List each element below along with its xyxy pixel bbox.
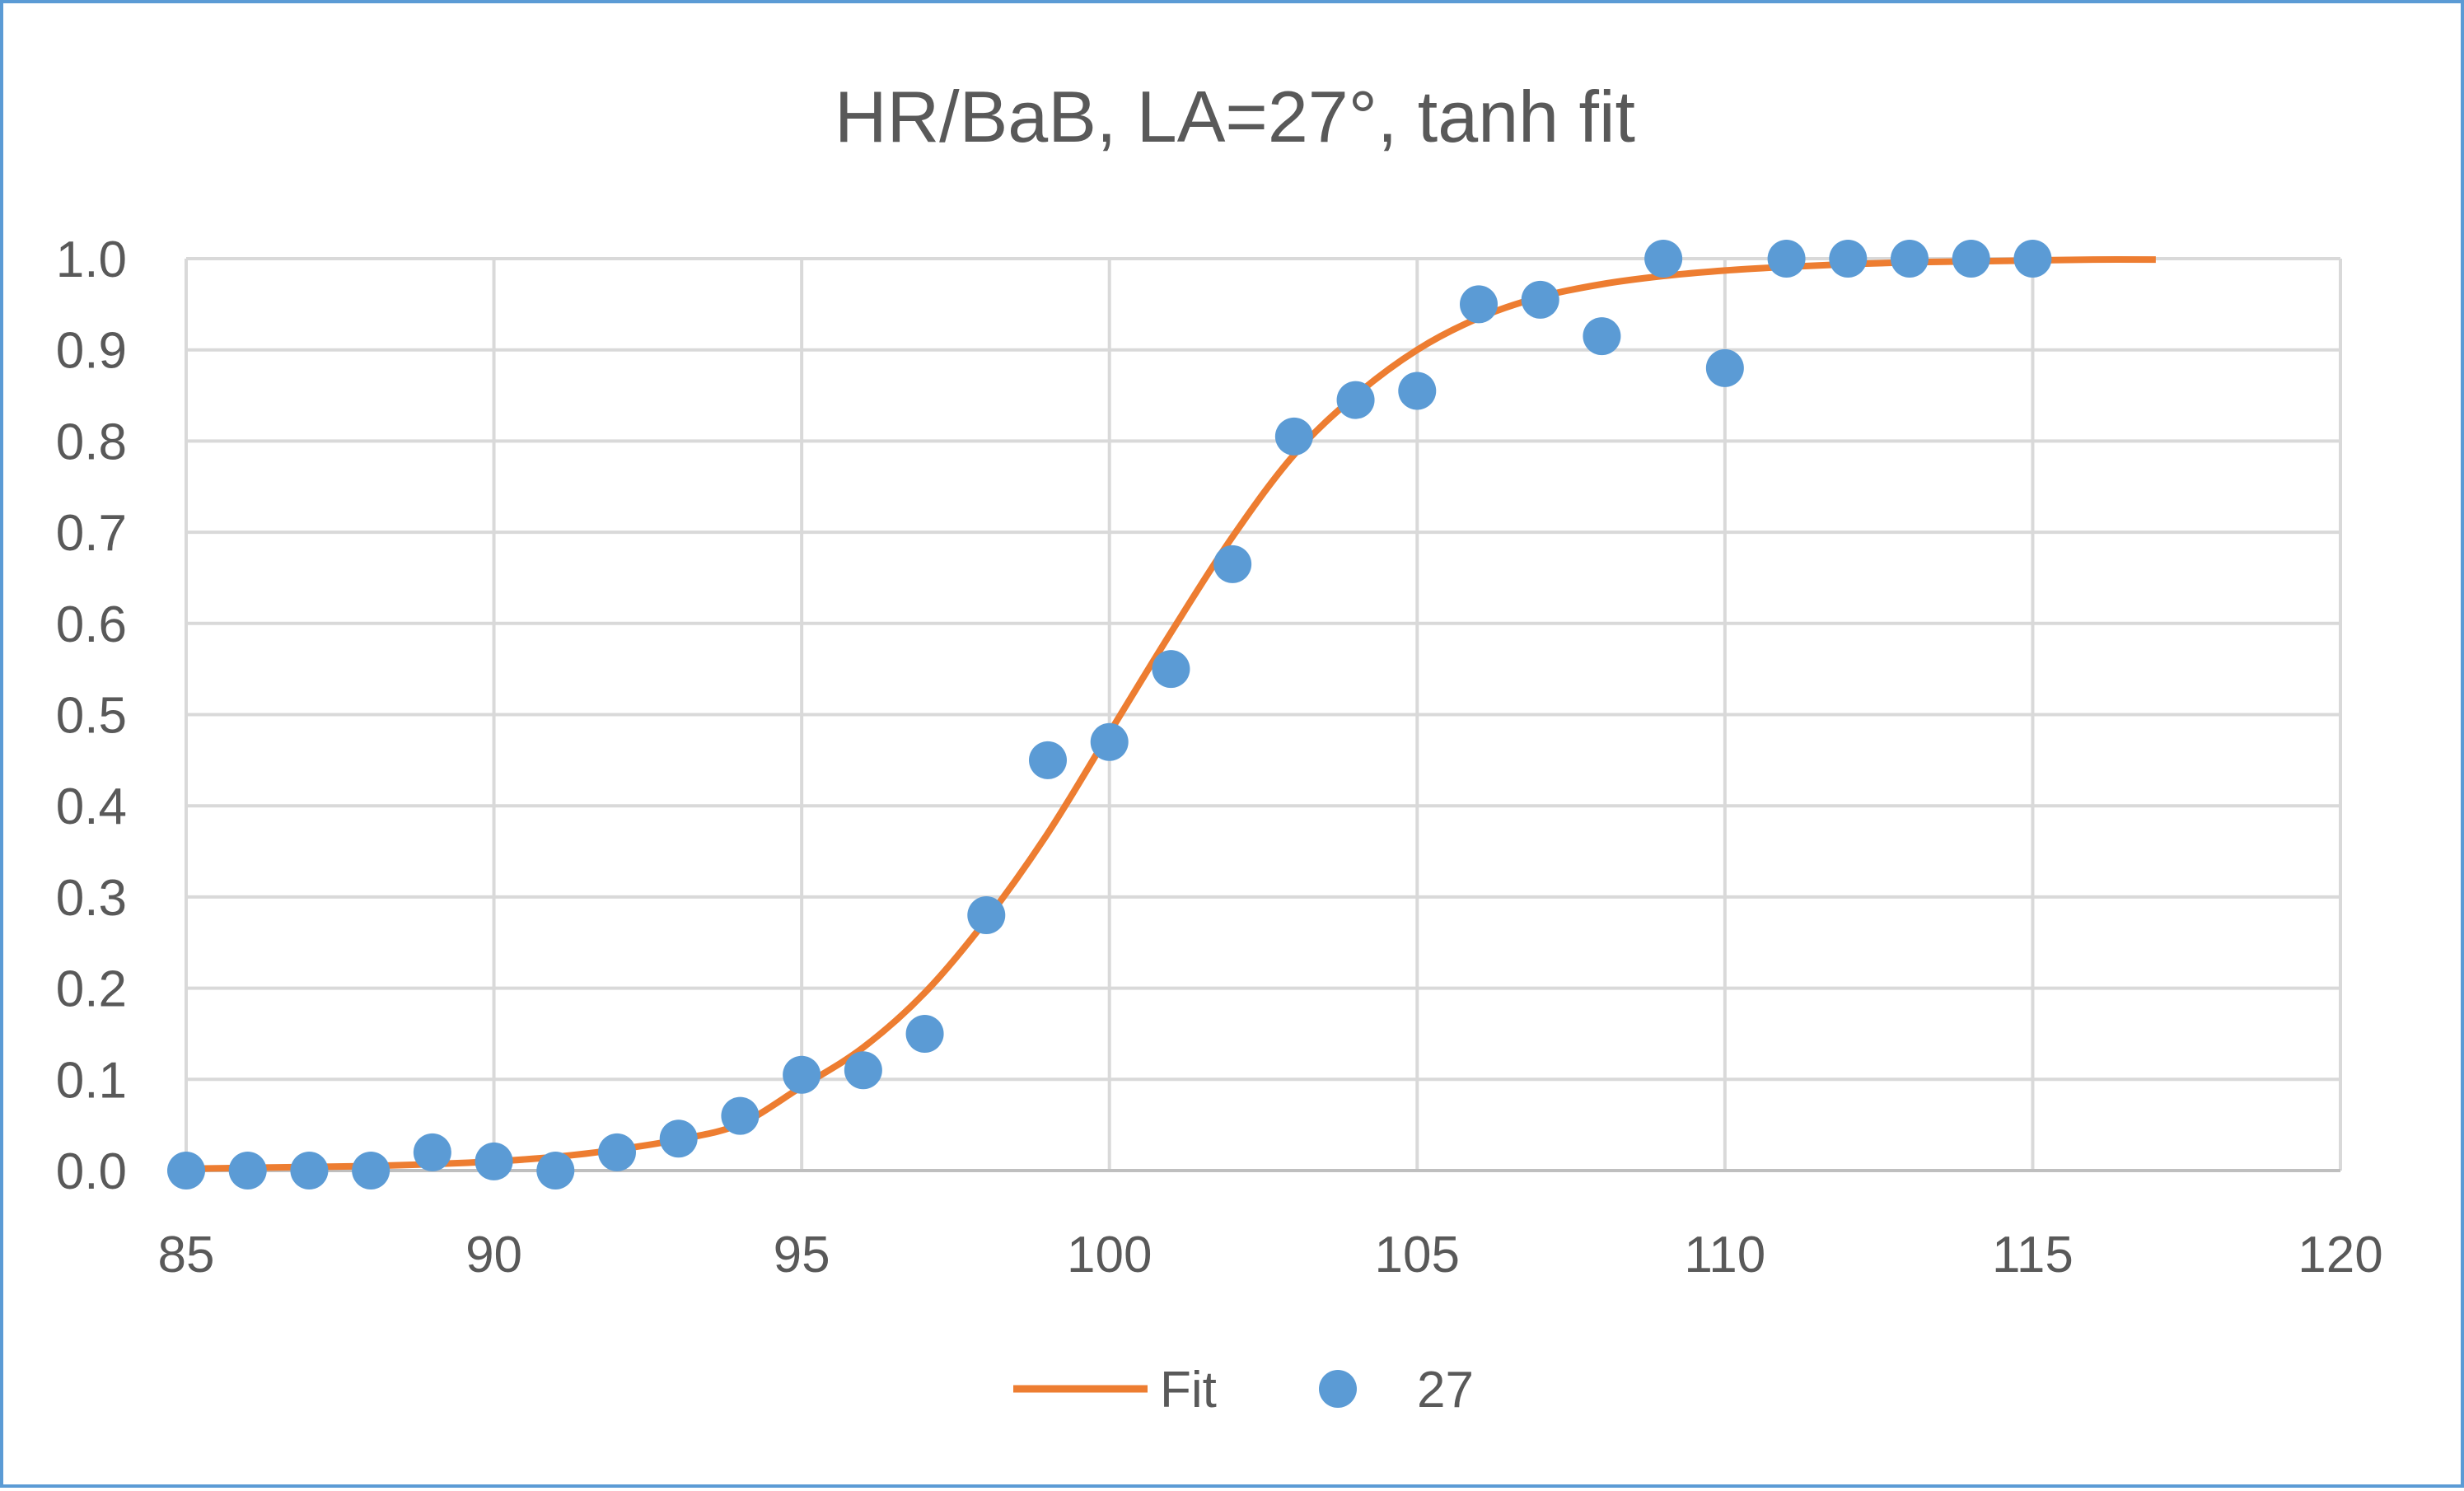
data-point — [1829, 240, 1868, 278]
x-tick-label: 115 — [1992, 1227, 2074, 1283]
data-point — [1336, 381, 1375, 419]
legend: Fit 27 — [1013, 1362, 1474, 1419]
x-tick-label: 85 — [158, 1227, 215, 1283]
y-tick-label: 0.9 — [56, 323, 127, 380]
data-point — [1767, 240, 1806, 278]
x-tick-label: 120 — [2298, 1227, 2382, 1283]
y-tick-label: 0.6 — [56, 596, 127, 653]
data-point — [352, 1152, 390, 1190]
data-point — [1029, 741, 1067, 779]
data-point — [413, 1133, 451, 1171]
data-point — [967, 896, 1006, 935]
y-tick-label: 0.1 — [56, 1052, 127, 1109]
data-point — [721, 1096, 760, 1135]
x-tick-label: 100 — [1067, 1227, 1152, 1283]
chart-title: HR/BaB, LA=27°, tanh fit — [835, 76, 1635, 157]
data-point — [536, 1152, 575, 1190]
y-tick-label: 1.0 — [56, 231, 127, 288]
x-tick-label: 90 — [465, 1227, 522, 1283]
data-point — [2013, 240, 2052, 278]
series-layer — [167, 240, 2156, 1190]
y-tick-label: 0.3 — [56, 870, 127, 927]
data-point — [905, 1014, 944, 1053]
data-point — [659, 1119, 698, 1158]
data-point — [844, 1051, 882, 1090]
x-tick-label: 110 — [1684, 1227, 1765, 1283]
data-point — [598, 1133, 636, 1171]
y-tick-label: 0.5 — [56, 688, 127, 745]
data-point — [228, 1152, 267, 1190]
data-point — [475, 1142, 513, 1180]
data-point — [1583, 317, 1621, 356]
data-point — [1705, 348, 1744, 387]
data-point — [1398, 372, 1437, 410]
data-point — [1644, 240, 1683, 278]
legend-fit-label: Fit — [1160, 1362, 1217, 1419]
x-tick-label: 95 — [774, 1227, 830, 1283]
legend-points-label: 27 — [1417, 1362, 1474, 1419]
chart-svg: HR/BaB, LA=27°, tanh fit 0.0 0.1 0.2 0.3 0.4… — [56, 76, 2383, 1419]
y-tick-label: 0.4 — [56, 778, 127, 835]
data-point — [290, 1152, 329, 1190]
data-point — [1213, 545, 1252, 583]
data-point — [1521, 280, 1559, 319]
data-point — [1152, 650, 1190, 689]
legend-points-swatch — [1319, 1370, 1357, 1408]
y-tick-label: 0.2 — [56, 961, 127, 1018]
data-point — [1274, 417, 1313, 456]
y-tick-label: 0.0 — [56, 1143, 127, 1200]
y-tick-label: 0.8 — [56, 414, 127, 470]
data-point — [1891, 240, 1929, 278]
data-point — [1952, 240, 1990, 278]
tick-labels: 0.0 0.1 0.2 0.3 0.4 0.5 0.6 0.7 0.8 0.9 1.0 85 90 95 1… — [56, 231, 2383, 1283]
y-tick-label: 0.7 — [56, 505, 127, 562]
grid-layer — [185, 257, 2342, 1172]
data-point — [1460, 285, 1498, 324]
data-point — [1090, 722, 1129, 761]
x-tick-label: 105 — [1375, 1227, 1460, 1283]
data-point — [783, 1055, 821, 1094]
data-point — [167, 1152, 205, 1190]
